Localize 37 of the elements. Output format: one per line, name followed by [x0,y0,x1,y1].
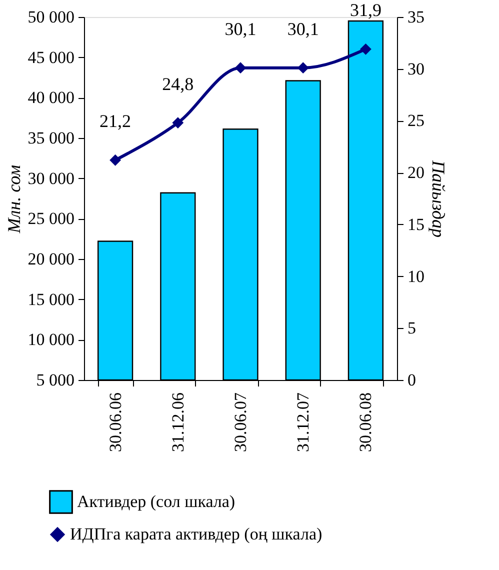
y-tick-label: 50 000 [28,8,74,26]
x-tick-label: 30.06.07 [231,392,250,452]
y2-tick-label: 30 [408,59,424,78]
y-tick-label: 10 000 [28,330,74,350]
y2-tick-label: 5 [408,318,416,338]
y2-tick-label: 35 [408,8,424,26]
y-axis-title: Млн. сом [4,164,24,234]
point [360,43,372,55]
y2-tick-label: 20 [408,163,424,182]
data-label: 30,1 [224,18,256,39]
y2-tick-label: 25 [408,111,424,130]
data-label: 31,9 [350,0,382,20]
legend-label: Активдер (сол шкала) [77,492,236,511]
data-label: 21,2 [100,111,132,132]
y-tick-label: 35 000 [28,128,74,148]
point [110,154,121,166]
y-tick-label: 40 000 [28,88,74,108]
y2-tick-label: 0 [408,370,416,390]
point [234,62,246,74]
x-tick-label: 31.12.06 [168,392,188,452]
y-tick-label: 20 000 [28,250,74,268]
y-tick-label: 30 000 [28,168,74,188]
y-tick-label: 15 000 [28,290,74,309]
legend-label: ИДПга карата активдер (оң шкала) [70,524,322,544]
x-tick-label: 30.06.08 [356,392,376,452]
y-tick-label: 45 000 [28,48,74,67]
data-label: 30,1 [287,18,319,39]
y2-tick-label: 10 [408,266,424,286]
x-tick-label: 30.06.06 [106,392,125,452]
x-tick-label: 31.12.07 [294,392,313,452]
y-tick-label: 5 000 [36,370,74,390]
y-tick-label: 25 000 [28,209,74,228]
point [172,117,184,128]
y2-tick-label: 15 [408,214,424,234]
point [297,62,309,74]
data-label: 24,8 [162,74,194,94]
y2-axis-title: Пайыздар [428,159,448,238]
